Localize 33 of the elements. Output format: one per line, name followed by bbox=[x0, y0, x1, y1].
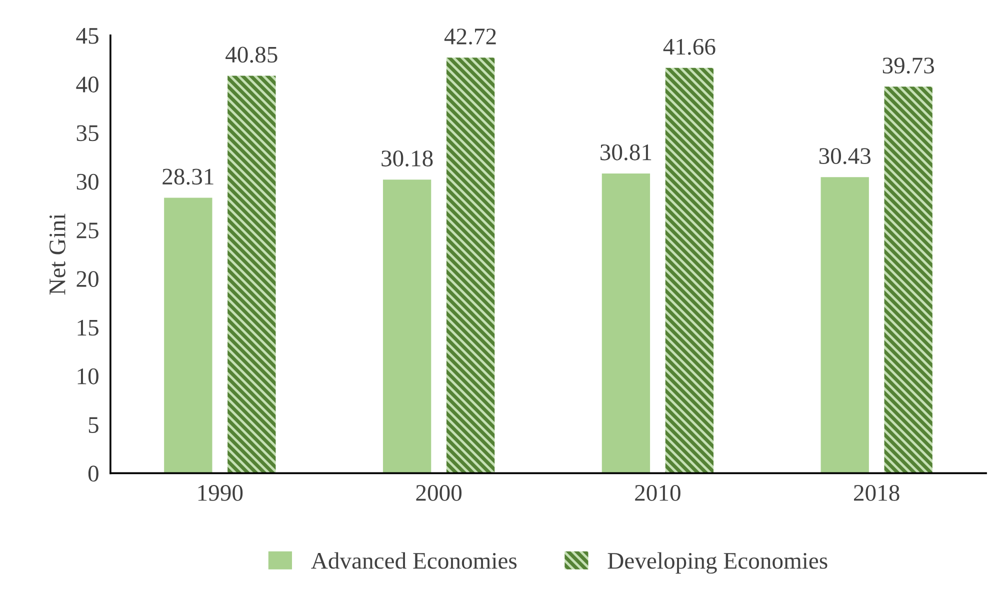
bar bbox=[820, 177, 869, 474]
bar bbox=[602, 173, 650, 474]
x-tick-label: 2018 bbox=[854, 484, 900, 501]
data-label: 42.72 bbox=[444, 28, 496, 45]
y-tick-label: 10 bbox=[78, 368, 98, 384]
bar bbox=[665, 68, 714, 474]
legend-label: Developing Economies bbox=[608, 552, 828, 574]
y-tick-label: 45 bbox=[76, 28, 98, 44]
bar bbox=[382, 180, 432, 474]
bar bbox=[164, 198, 212, 474]
x-tick-label: 2010 bbox=[635, 484, 680, 501]
y-tick-label: 0 bbox=[88, 466, 98, 482]
bar bbox=[446, 58, 495, 474]
data-label: 41.66 bbox=[663, 38, 716, 55]
bar bbox=[228, 76, 276, 474]
data-label: 28.31 bbox=[162, 168, 214, 185]
data-label: 30.18 bbox=[382, 150, 433, 167]
data-label: 40.85 bbox=[226, 46, 278, 63]
y-tick-label: 25 bbox=[76, 222, 98, 238]
x-tick-label: 2000 bbox=[416, 484, 462, 501]
x-tick-label: 1990 bbox=[198, 484, 243, 501]
y-tick-label: 40 bbox=[76, 76, 98, 92]
y-tick-label: 35 bbox=[76, 125, 98, 142]
y-tick-label: 20 bbox=[76, 271, 98, 288]
data-label: 30.81 bbox=[600, 144, 652, 160]
y-tick-label: 15 bbox=[78, 320, 98, 336]
bar bbox=[884, 86, 932, 474]
data-label: 30.43 bbox=[819, 148, 870, 164]
data-label: 39.73 bbox=[882, 58, 934, 74]
y-axis-title: Net Gini bbox=[50, 214, 66, 295]
legend-label: Advanced Economies bbox=[311, 552, 517, 569]
y-tick-label: 30 bbox=[76, 174, 98, 190]
y-tick-label: 5 bbox=[88, 417, 98, 433]
